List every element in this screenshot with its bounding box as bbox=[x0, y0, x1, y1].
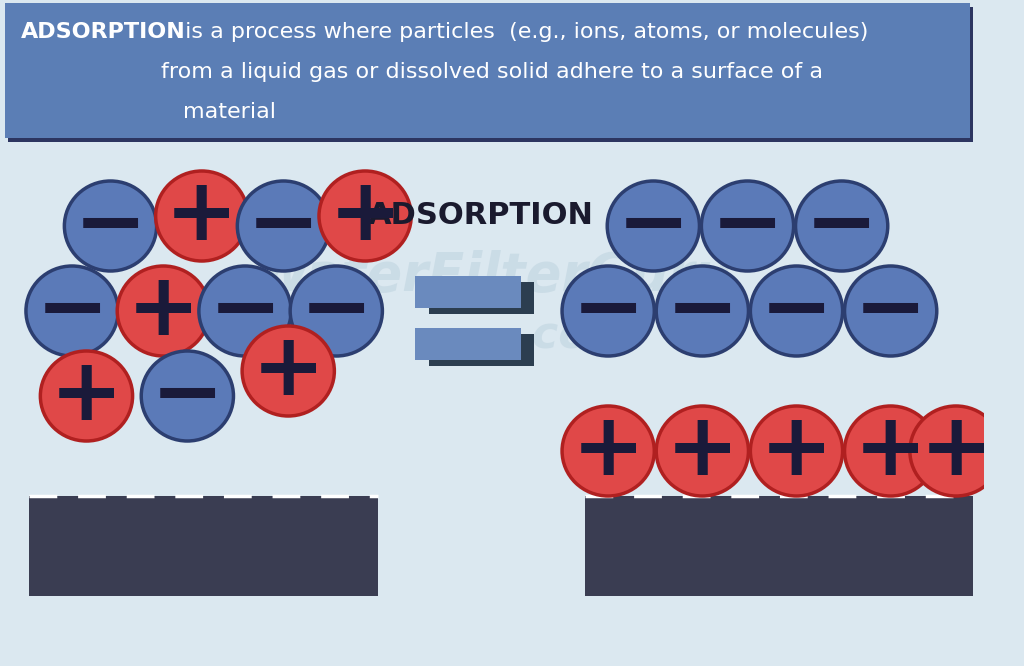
Text: −: − bbox=[247, 184, 321, 268]
Ellipse shape bbox=[290, 266, 382, 356]
Polygon shape bbox=[415, 328, 521, 360]
Ellipse shape bbox=[117, 266, 210, 356]
Ellipse shape bbox=[199, 266, 291, 356]
Ellipse shape bbox=[751, 406, 843, 496]
Text: +: + bbox=[760, 409, 834, 493]
Ellipse shape bbox=[845, 266, 937, 356]
Ellipse shape bbox=[319, 171, 412, 261]
Ellipse shape bbox=[562, 406, 654, 496]
Text: −: − bbox=[760, 269, 834, 353]
Bar bbox=[8, 7, 973, 142]
Ellipse shape bbox=[701, 181, 794, 271]
Text: +: + bbox=[165, 174, 239, 258]
Ellipse shape bbox=[656, 406, 749, 496]
Text: −: − bbox=[616, 184, 690, 268]
Polygon shape bbox=[428, 282, 535, 314]
Ellipse shape bbox=[156, 171, 248, 261]
Ellipse shape bbox=[845, 406, 937, 496]
Ellipse shape bbox=[65, 181, 157, 271]
Text: −: − bbox=[208, 269, 282, 353]
Ellipse shape bbox=[26, 266, 118, 356]
Text: material: material bbox=[182, 102, 275, 122]
Bar bbox=[585, 496, 973, 596]
Text: +: + bbox=[127, 269, 200, 353]
Text: from a liquid gas or dissolved solid adhere to a surface of a: from a liquid gas or dissolved solid adh… bbox=[161, 62, 823, 82]
Text: +: + bbox=[252, 329, 325, 413]
Text: +: + bbox=[329, 174, 401, 258]
Text: +: + bbox=[50, 354, 123, 438]
Text: ADSORPTION: ADSORPTION bbox=[368, 202, 593, 230]
Text: +: + bbox=[666, 409, 739, 493]
Ellipse shape bbox=[796, 181, 888, 271]
Text: WaterFilterGuru: WaterFilterGuru bbox=[252, 250, 732, 302]
Text: −: − bbox=[151, 354, 224, 438]
Ellipse shape bbox=[40, 351, 132, 441]
Text: −: − bbox=[571, 269, 645, 353]
Text: −: − bbox=[711, 184, 784, 268]
Text: ADSORPTION: ADSORPTION bbox=[22, 22, 186, 42]
Ellipse shape bbox=[141, 351, 233, 441]
Bar bbox=[29, 496, 378, 596]
Text: −: − bbox=[805, 184, 879, 268]
Ellipse shape bbox=[751, 266, 843, 356]
Polygon shape bbox=[428, 334, 535, 366]
Text: −: − bbox=[854, 269, 928, 353]
Bar bbox=[5, 3, 971, 138]
Ellipse shape bbox=[238, 181, 330, 271]
Text: −: − bbox=[666, 269, 739, 353]
Ellipse shape bbox=[562, 266, 654, 356]
Text: +: + bbox=[571, 409, 645, 493]
Ellipse shape bbox=[910, 406, 1002, 496]
Ellipse shape bbox=[656, 266, 749, 356]
Text: +: + bbox=[920, 409, 992, 493]
Text: −: − bbox=[74, 184, 147, 268]
Text: is a process where particles  (e.g., ions, atoms, or molecules): is a process where particles (e.g., ions… bbox=[178, 22, 868, 42]
Text: −: − bbox=[300, 269, 373, 353]
Ellipse shape bbox=[607, 181, 699, 271]
Ellipse shape bbox=[242, 326, 335, 416]
Text: .com: .com bbox=[516, 314, 637, 358]
Text: +: + bbox=[854, 409, 928, 493]
Polygon shape bbox=[415, 276, 521, 308]
Text: −: − bbox=[36, 269, 109, 353]
